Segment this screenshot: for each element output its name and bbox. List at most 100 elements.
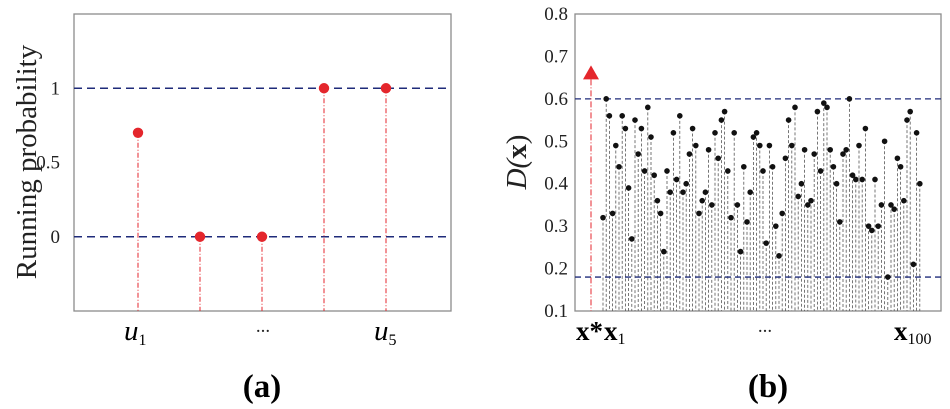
- y-tick-label-b: 0.4: [544, 174, 568, 195]
- data-point-b: [769, 163, 776, 170]
- data-point-b: [881, 138, 888, 145]
- data-point-b: [846, 96, 853, 102]
- x-label-ellipsis-b: ...: [758, 316, 772, 337]
- x-label-x-star: x*: [576, 316, 603, 346]
- data-point-b: [843, 146, 849, 153]
- data-point-b: [891, 206, 897, 212]
- data-point-b: [904, 117, 910, 123]
- y-tick-label-b: 0.3: [544, 216, 568, 237]
- x-label-u5: u5: [374, 315, 397, 349]
- panel-b: 0.8 0.7 0.6 0.5 0.4 0.3 0.2 0.1 D(x) x* x1 ... …: [501, 4, 942, 405]
- data-point-b: [859, 176, 865, 183]
- y-tick-label-a: 0.5: [36, 153, 60, 174]
- data-point-b: [603, 96, 609, 102]
- y-ticks-b: 0.8 0.7 0.6 0.5 0.4 0.3 0.2 0.1: [544, 4, 568, 322]
- y-tick-label-b: 0.2: [544, 259, 568, 280]
- data-point-b: [689, 125, 696, 132]
- data-point-b: [741, 163, 747, 170]
- data-point-b: [677, 113, 683, 119]
- y-ticks-a: 10.50: [36, 78, 60, 248]
- x-label-ellipsis-a: ...: [256, 316, 270, 337]
- data-point-b: [680, 189, 686, 195]
- data-point-b: [693, 142, 699, 149]
- data-point-b: [661, 248, 667, 255]
- data-point-b: [712, 130, 718, 136]
- panel-label-a: (a): [243, 369, 281, 405]
- data-point-b: [702, 189, 709, 195]
- data-point-b: [856, 142, 862, 149]
- data-point-b: [728, 214, 734, 221]
- data-point-b: [766, 142, 773, 149]
- data-point-b: [824, 104, 830, 111]
- data-point-b: [721, 108, 728, 115]
- data-point-b: [910, 261, 917, 268]
- data-point-b: [657, 210, 664, 217]
- data-point-b: [798, 180, 805, 187]
- data-point-b: [648, 134, 654, 140]
- data-point-b: [622, 125, 629, 132]
- data-point-b: [760, 168, 766, 174]
- data-point-b: [683, 180, 689, 187]
- data-point-b: [725, 168, 731, 174]
- data-point-b: [734, 202, 741, 208]
- data-point-b: [673, 176, 680, 183]
- data-point-a: [256, 231, 268, 242]
- data-point-b: [917, 180, 923, 187]
- x-label-u1: u1: [124, 315, 147, 349]
- data-point-b: [664, 168, 670, 174]
- data-point-b: [913, 130, 920, 136]
- y-tick-label-b: 0.1: [544, 301, 568, 322]
- x-labels-a: u1 ... u5: [124, 315, 397, 349]
- reference-lines-a: [74, 87, 451, 238]
- data-point-b: [632, 117, 638, 123]
- data-point-b: [606, 113, 613, 119]
- data-point-b: [696, 210, 702, 217]
- data-point-b: [699, 197, 705, 204]
- data-point-b: [833, 180, 840, 187]
- data-point-b: [667, 189, 673, 195]
- data-point-b: [849, 172, 856, 179]
- data-point-b: [757, 142, 763, 149]
- y-tick-label-b: 0.6: [544, 89, 568, 110]
- y-tick-label-b: 0.7: [544, 46, 568, 67]
- panel-label-b: (b): [748, 369, 788, 405]
- data-point-b: [837, 219, 843, 225]
- points-a: [132, 83, 392, 242]
- data-point-b: [888, 202, 894, 208]
- data-point-a: [380, 83, 392, 94]
- plot-frame-a: [73, 13, 452, 312]
- data-point-b: [686, 151, 693, 157]
- data-point-b: [795, 193, 801, 200]
- data-point-a: [318, 83, 330, 94]
- x-labels-b: x* x1 ... x100: [576, 316, 932, 348]
- data-point-b: [808, 197, 814, 204]
- data-point-b: [600, 214, 606, 221]
- data-point-b: [635, 151, 641, 157]
- data-point-b: [753, 130, 760, 136]
- data-point-b: [801, 146, 808, 153]
- y-tick-label-a: 0: [51, 227, 61, 248]
- data-point-b: [894, 155, 901, 162]
- data-point-b: [885, 274, 891, 280]
- data-point-b: [853, 176, 859, 183]
- panel-a: 10.50 Running probability u1 ... u5 (a): [11, 13, 452, 405]
- x-label-x100: x100: [894, 316, 932, 348]
- data-point-b: [811, 151, 817, 157]
- data-point-b: [869, 227, 875, 234]
- data-point-b: [651, 172, 657, 179]
- data-point-b: [609, 210, 616, 217]
- x-label-x1: x1: [604, 316, 626, 348]
- data-point-b: [789, 142, 795, 149]
- points-b: [600, 96, 923, 280]
- data-point-b: [865, 223, 872, 229]
- data-point-b: [654, 197, 661, 204]
- data-point-b: [670, 130, 677, 136]
- data-point-a: [194, 231, 206, 242]
- x-star-triangle: [583, 65, 599, 80]
- data-point-b: [805, 202, 811, 208]
- data-point-b: [840, 151, 846, 157]
- data-point-b: [625, 185, 632, 191]
- data-point-b: [878, 202, 885, 208]
- data-point-b: [763, 240, 769, 246]
